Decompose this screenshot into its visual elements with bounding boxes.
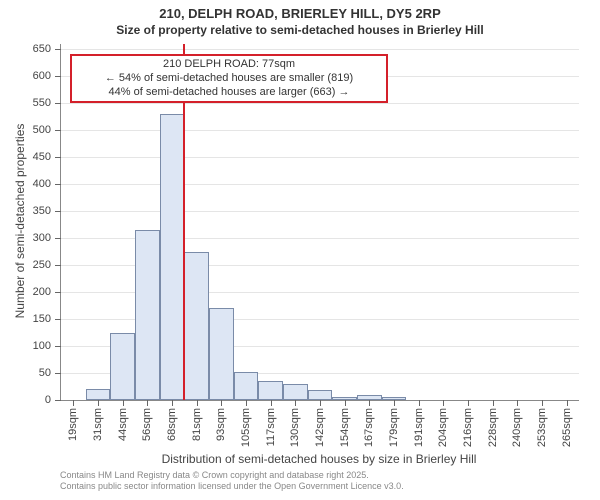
xtick <box>493 400 494 406</box>
ytick <box>55 265 61 266</box>
footer-line: Contains HM Land Registry data © Crown c… <box>60 470 404 481</box>
xtick-label: 19sqm <box>67 408 79 441</box>
ytick <box>55 373 61 374</box>
xtick-label: 31sqm <box>92 408 104 441</box>
ytick <box>55 400 61 401</box>
xtick <box>542 400 543 406</box>
histogram-bar <box>308 390 333 400</box>
chart-container: 210, DELPH ROAD, BRIERLEY HILL, DY5 2RP … <box>0 0 600 500</box>
xtick-label: 179sqm <box>388 408 400 447</box>
xtick <box>320 400 321 406</box>
xtick-label: 56sqm <box>141 408 153 441</box>
gridline <box>61 49 579 50</box>
y-axis-label: Number of semi-detached properties <box>13 43 27 399</box>
ytick-label: 0 <box>45 394 51 406</box>
xtick-label: 117sqm <box>265 408 277 446</box>
ytick <box>55 103 61 104</box>
xtick <box>394 400 395 406</box>
ytick-label: 400 <box>33 178 51 190</box>
footer-attribution: Contains HM Land Registry data © Crown c… <box>60 470 404 493</box>
ytick-label: 250 <box>33 259 51 271</box>
ytick <box>55 184 61 185</box>
xtick-label: 68sqm <box>166 408 178 441</box>
ytick-label: 350 <box>33 205 51 217</box>
ytick-label: 300 <box>33 232 51 244</box>
xtick-label: 228sqm <box>487 408 499 447</box>
ytick <box>55 238 61 239</box>
histogram-bar <box>283 384 308 400</box>
ytick <box>55 319 61 320</box>
ytick-label: 500 <box>33 124 51 136</box>
gridline <box>61 211 579 212</box>
xtick-label: 130sqm <box>289 408 301 447</box>
xtick <box>419 400 420 406</box>
gridline <box>61 103 579 104</box>
ytick-label: 550 <box>33 97 51 109</box>
xtick <box>271 400 272 406</box>
ytick-label: 100 <box>33 340 51 352</box>
xtick <box>369 400 370 406</box>
xtick <box>172 400 173 406</box>
title-main: 210, DELPH ROAD, BRIERLEY HILL, DY5 2RP <box>0 6 600 21</box>
ytick-label: 650 <box>33 43 51 55</box>
xtick <box>517 400 518 406</box>
gridline <box>61 184 579 185</box>
histogram-bar <box>110 333 135 400</box>
xtick-label: 93sqm <box>215 408 227 441</box>
ytick <box>55 49 61 50</box>
xtick <box>73 400 74 406</box>
ytick <box>55 211 61 212</box>
xtick-label: 265sqm <box>561 408 573 447</box>
annotation-box: 210 DELPH ROAD: 77sqm← 54% of semi-detac… <box>70 54 388 103</box>
gridline <box>61 157 579 158</box>
footer-line: Contains public sector information licen… <box>60 481 404 492</box>
xtick-label: 167sqm <box>363 408 375 447</box>
xtick-label: 216sqm <box>462 408 474 447</box>
xtick-label: 154sqm <box>339 408 351 447</box>
histogram-bar <box>209 308 234 400</box>
title-sub: Size of property relative to semi-detach… <box>0 23 600 37</box>
histogram-bar <box>258 381 283 400</box>
ytick <box>55 76 61 77</box>
xtick <box>295 400 296 406</box>
xtick <box>123 400 124 406</box>
xtick <box>468 400 469 406</box>
histogram-bar <box>86 389 111 400</box>
xtick <box>246 400 247 406</box>
xtick-label: 81sqm <box>191 408 203 441</box>
xtick <box>567 400 568 406</box>
annotation-line: ← 54% of semi-detached houses are smalle… <box>76 72 382 86</box>
ytick-label: 50 <box>39 367 51 379</box>
xtick-label: 105sqm <box>240 408 252 447</box>
histogram-bar <box>184 252 209 400</box>
ytick-label: 600 <box>33 70 51 82</box>
xtick <box>147 400 148 406</box>
xtick-label: 44sqm <box>117 408 129 441</box>
histogram-bar <box>234 372 259 400</box>
xtick <box>443 400 444 406</box>
xtick <box>197 400 198 406</box>
xtick-label: 240sqm <box>511 408 523 447</box>
annotation-line: 44% of semi-detached houses are larger (… <box>76 86 382 100</box>
ytick-label: 200 <box>33 286 51 298</box>
gridline <box>61 130 579 131</box>
ytick <box>55 157 61 158</box>
ytick <box>55 292 61 293</box>
xtick-label: 204sqm <box>437 408 449 447</box>
xtick <box>221 400 222 406</box>
histogram-bar <box>135 230 160 400</box>
xtick-label: 253sqm <box>536 408 548 447</box>
ytick-label: 450 <box>33 151 51 163</box>
histogram-bar <box>160 114 185 400</box>
ytick <box>55 346 61 347</box>
x-axis-label: Distribution of semi-detached houses by … <box>60 452 578 466</box>
annotation-line: 210 DELPH ROAD: 77sqm <box>76 58 382 72</box>
xtick-label: 191sqm <box>413 408 425 447</box>
ytick <box>55 130 61 131</box>
xtick <box>98 400 99 406</box>
xtick <box>345 400 346 406</box>
xtick-label: 142sqm <box>314 408 326 447</box>
ytick-label: 150 <box>33 313 51 325</box>
